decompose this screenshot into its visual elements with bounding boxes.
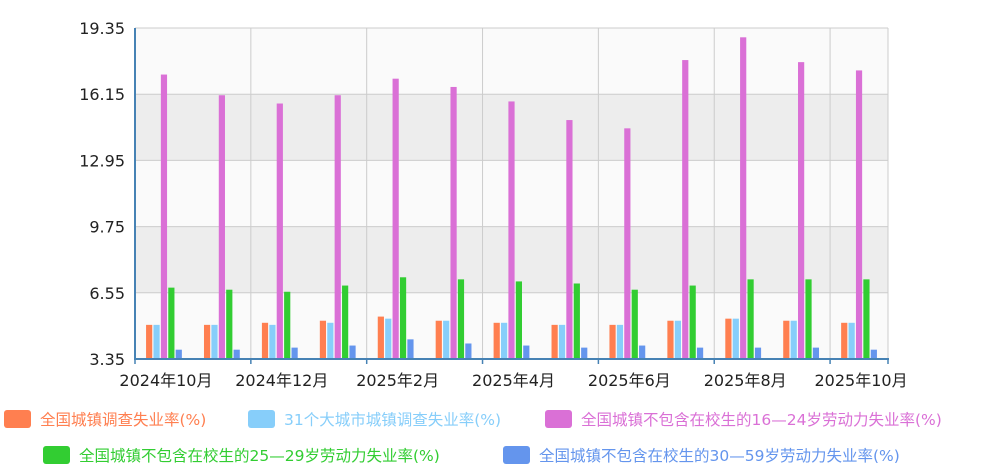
bar-series-4 xyxy=(342,285,349,359)
bar-series-5 xyxy=(870,349,877,359)
bar-series-5 xyxy=(754,347,762,359)
bar-series-4 xyxy=(863,279,870,359)
bar-series-3 xyxy=(624,128,631,359)
bar-series-2 xyxy=(443,320,450,359)
bar-series-5 xyxy=(407,339,414,359)
bar-series-2 xyxy=(674,320,681,359)
bar-series-5 xyxy=(465,343,472,359)
bar-series-5 xyxy=(291,347,298,359)
bar-series-3 xyxy=(682,60,689,360)
bar-series-1 xyxy=(261,322,269,359)
bar-series-4 xyxy=(689,285,696,359)
bar-series-4 xyxy=(515,281,522,359)
y-tick-label: 9.75 xyxy=(89,218,125,237)
legend-swatch xyxy=(43,446,70,464)
bar-series-5 xyxy=(349,345,356,359)
legend-label: 全国城镇不包含在校生的25—29岁劳动力失业率(%) xyxy=(79,447,440,465)
bar-series-5 xyxy=(639,345,646,359)
bar-series-3 xyxy=(740,37,747,359)
bar-series-2 xyxy=(558,324,566,359)
bar-series-1 xyxy=(435,320,442,359)
bar-series-1 xyxy=(725,318,732,359)
bar-series-2 xyxy=(153,324,160,359)
bar-series-1 xyxy=(377,316,384,359)
legend-item-series-5[interactable]: 全国城镇不包含在校生的30—59岁劳动力失业率(%) xyxy=(503,444,900,466)
bar-series-2 xyxy=(501,322,508,359)
x-tick-label: 2024年12月 xyxy=(235,371,328,390)
y-tick-label: 12.95 xyxy=(79,151,125,170)
bar-series-4 xyxy=(631,289,638,359)
x-tick-label: 2025年4月 xyxy=(472,371,555,390)
bar-series-3 xyxy=(218,95,225,359)
bar-series-1 xyxy=(667,320,674,359)
bar-series-4 xyxy=(573,283,580,359)
bar-series-5 xyxy=(696,347,704,359)
legend-label: 31个大城市城镇调查失业率(%) xyxy=(284,411,502,429)
bar-series-3 xyxy=(160,74,168,359)
bar-series-2 xyxy=(616,324,624,359)
bar-series-1 xyxy=(551,324,558,359)
bar-series-5 xyxy=(175,349,182,359)
bar-series-5 xyxy=(812,347,820,359)
bar-series-1 xyxy=(203,324,211,359)
bar-series-3 xyxy=(855,70,863,360)
grid-band xyxy=(135,28,888,95)
x-tick-label: 2025年2月 xyxy=(356,371,439,390)
bar-series-4 xyxy=(805,279,812,359)
bar-series-3 xyxy=(566,120,573,359)
bar-series-1 xyxy=(493,322,500,359)
bar-series-5 xyxy=(581,347,588,359)
y-tick-label: 6.55 xyxy=(89,284,125,303)
chart-legend: 全国城镇调查失业率(%) 31个大城市城镇调查失业率(%) 全国城镇不包含在校生的1… xyxy=(0,404,1005,474)
bar-series-2 xyxy=(732,318,739,359)
bar-series-4 xyxy=(399,277,407,359)
bar-series-3 xyxy=(276,103,283,360)
bar-series-3 xyxy=(798,62,805,360)
bar-series-1 xyxy=(609,324,616,359)
legend-label: 全国城镇调查失业率(%) xyxy=(40,411,207,429)
bar-series-2 xyxy=(790,320,797,359)
bar-series-2 xyxy=(848,322,855,359)
bar-series-1 xyxy=(146,324,153,359)
bar-series-4 xyxy=(226,289,233,359)
bar-series-2 xyxy=(211,324,218,359)
y-tick-label: 16.15 xyxy=(79,85,125,104)
bar-series-1 xyxy=(841,322,848,359)
bar-series-1 xyxy=(783,320,790,359)
bar-series-3 xyxy=(508,101,515,360)
bar-series-1 xyxy=(319,320,327,359)
legend-swatch xyxy=(4,410,31,428)
legend-swatch xyxy=(503,446,530,464)
bar-series-2 xyxy=(327,322,334,359)
bar-series-2 xyxy=(269,324,276,359)
legend-swatch xyxy=(545,410,572,428)
x-tick-label: 2025年8月 xyxy=(704,371,787,390)
bar-series-4 xyxy=(284,291,291,359)
bar-series-4 xyxy=(747,279,754,359)
y-tick-label: 19.35 xyxy=(79,19,125,38)
bar-series-5 xyxy=(233,349,240,359)
bar-series-4 xyxy=(168,287,175,359)
legend-swatch xyxy=(248,410,275,428)
y-tick-label: 3.35 xyxy=(89,350,125,369)
bar-series-3 xyxy=(334,95,341,359)
bar-series-3 xyxy=(450,86,457,359)
legend-label: 全国城镇不包含在校生的30—59岁劳动力失业率(%) xyxy=(539,447,900,465)
legend-label: 全国城镇不包含在校生的16—24岁劳动力失业率(%) xyxy=(581,411,942,429)
bar-series-2 xyxy=(385,318,392,359)
x-tick-label: 2025年10月 xyxy=(814,371,907,390)
legend-item-series-3[interactable]: 全国城镇不包含在校生的16—24岁劳动力失业率(%) xyxy=(545,408,942,430)
bar-series-5 xyxy=(523,345,530,359)
unemployment-bar-chart: 3.35 6.55 9.75 12.95 16.15 19.35 2024年10月 2024年… xyxy=(79,19,907,390)
x-tick-label: 2024年10月 xyxy=(119,371,212,390)
bar-series-3 xyxy=(392,78,399,359)
bar-series-4 xyxy=(457,279,465,359)
legend-item-series-4[interactable]: 全国城镇不包含在校生的25—29岁劳动力失业率(%) xyxy=(43,444,440,466)
legend-item-series-2[interactable]: 31个大城市城镇调查失业率(%) xyxy=(248,408,501,430)
x-tick-label: 2025年6月 xyxy=(588,371,671,390)
legend-item-series-1[interactable]: 全国城镇调查失业率(%) xyxy=(4,408,206,430)
